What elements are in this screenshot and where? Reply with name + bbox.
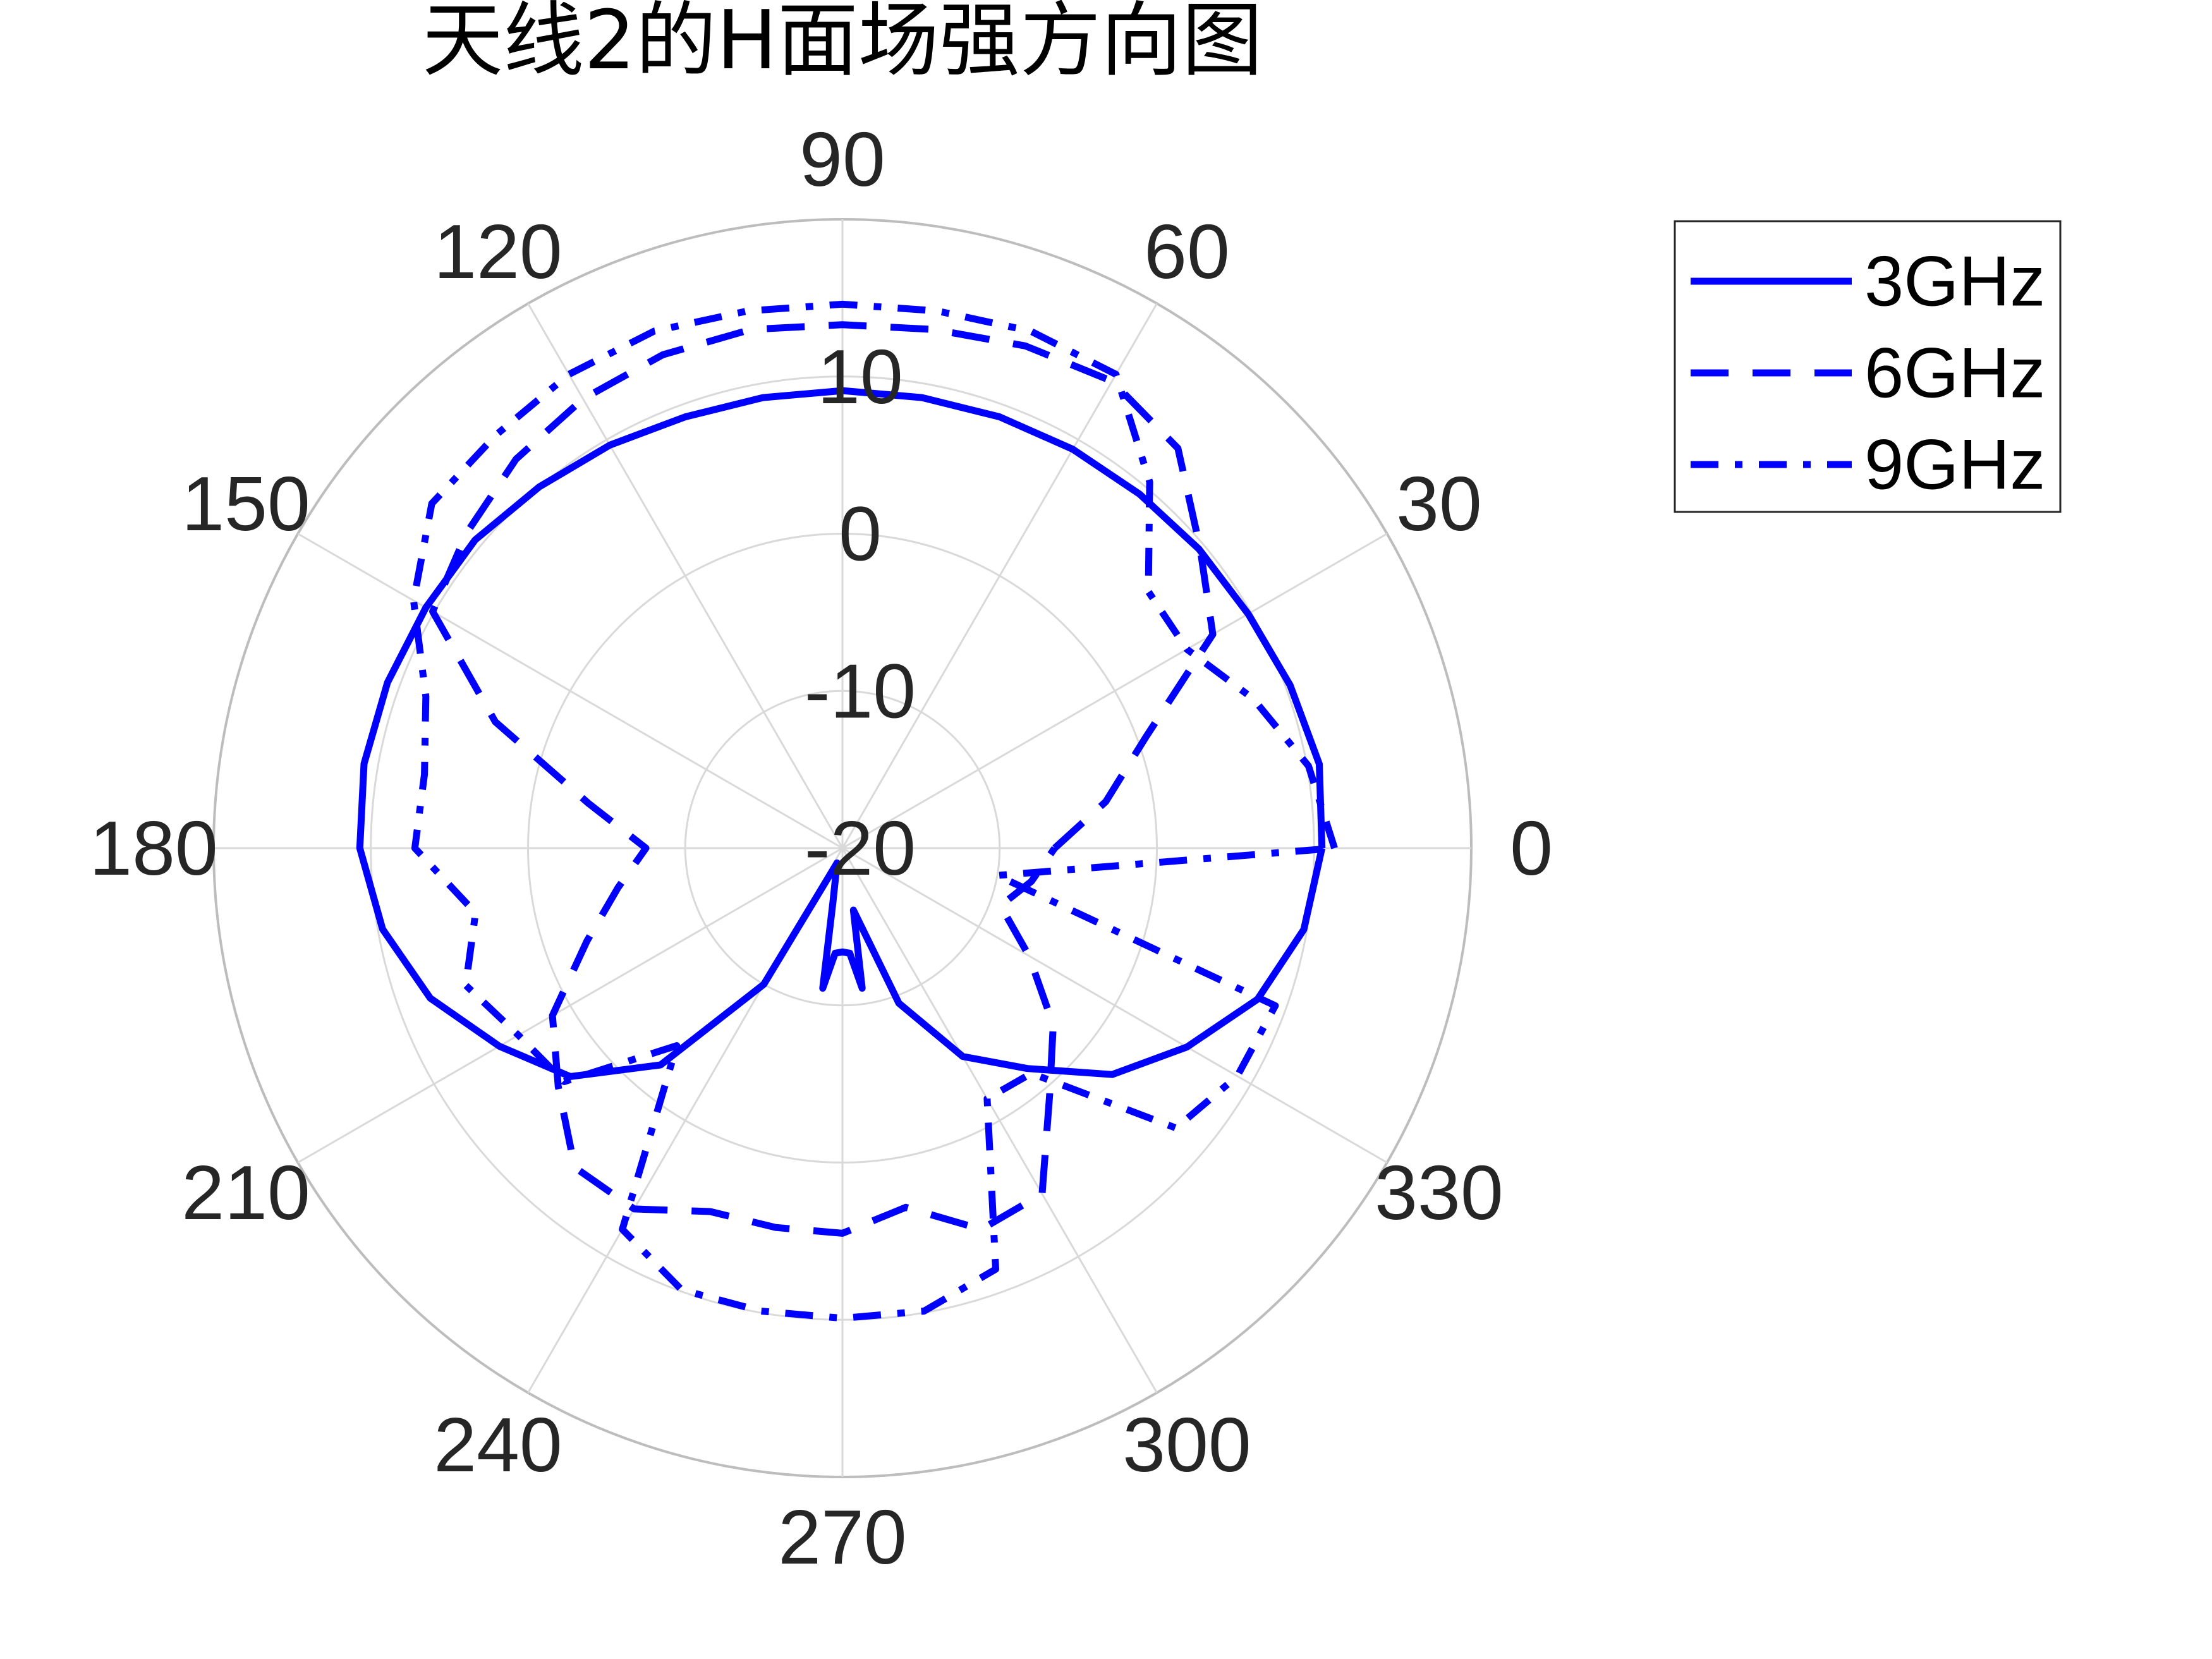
chart-title: 天线2的H面场强方向图 [422,0,1263,88]
angle-tick-label: 240 [434,1402,562,1488]
angle-tick-label: 150 [181,461,310,547]
angle-tick-label: 180 [89,805,218,891]
series-line-9ghz [410,300,1338,1322]
series-line-6ghz [429,321,1217,1237]
angular-grid-spoke [842,847,1388,1164]
series-layer [356,300,1338,1322]
legend-label: 3GHz [1864,242,2045,321]
angle-tick-label: 270 [778,1494,907,1580]
radial-tick-label: 0 [839,491,882,577]
angular-grid-spoke [297,847,843,1164]
angle-tick-label: 60 [1144,209,1230,295]
angular-grid-spoke [297,533,843,849]
legend-label: 6GHz [1864,334,2045,413]
radial-tick-label: 10 [817,334,903,420]
series-line-3ghz [356,387,1326,1080]
legend: 3GHz 6GHz 9GHz [1674,220,2062,513]
angular-grid-spoke [841,303,1158,849]
angle-tick-label: 210 [181,1150,310,1236]
legend-label: 9GHz [1864,425,2045,504]
angle-tick-label: 90 [799,116,885,202]
angle-tick-label: 300 [1122,1402,1251,1488]
radial-tick-label: -20 [805,805,916,891]
angle-tick-label: 120 [434,209,562,295]
radial-tick-label: -10 [805,648,916,734]
angular-grid-spoke [842,533,1388,849]
angular-grid-spoke [527,303,844,849]
angle-tick-label: 30 [1396,461,1482,547]
angle-tick-label: 0 [1510,805,1553,891]
tick-labels: 0 30 60 90 120 150 180 210 240 270 300 330 -20 -10 0 10 [89,116,1553,1580]
angle-tick-label: 330 [1375,1150,1504,1236]
angular-grid-spoke [841,848,1158,1394]
legend-items: 3GHz 6GHz 9GHz [1691,242,2045,504]
